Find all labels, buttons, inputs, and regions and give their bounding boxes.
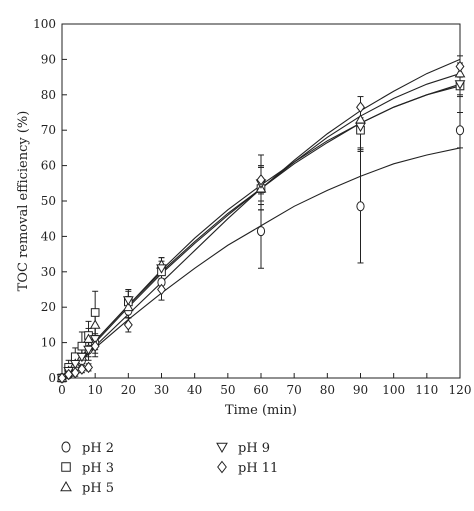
- point-ph-9: [89, 335, 101, 345]
- point-ph-9: [83, 345, 94, 356]
- point-ph-11: [256, 173, 266, 186]
- point-ph-5: [454, 68, 466, 78]
- point-ph-9: [156, 264, 167, 274]
- y-tick-label: 50: [41, 194, 56, 208]
- x-tick-label: 10: [88, 383, 103, 397]
- x-tick-label: 90: [353, 383, 368, 397]
- point-ph-5: [83, 333, 94, 343]
- y-axis-title: TOC removal efficiency (%): [16, 111, 31, 292]
- point-ph-9: [69, 359, 81, 370]
- legend: pH 2 pH 3 pH 5 pH 9 pH 11: [60, 441, 278, 496]
- point-ph-9: [355, 122, 366, 133]
- legend-marker-ph-11: [217, 460, 227, 474]
- y-tick-label: 100: [33, 17, 56, 31]
- point-ph-2: [455, 125, 465, 136]
- y-tick-label: 10: [41, 336, 56, 350]
- legend-marker-ph-9: [216, 442, 228, 454]
- point-ph-11: [84, 361, 93, 374]
- y-axis: 0 10 20 30 40 50 60 70 80 90 100: [33, 17, 67, 385]
- point-ph-5: [355, 114, 366, 124]
- point-ph-11: [70, 366, 80, 379]
- legend-label-ph-9: pH 9: [238, 441, 270, 456]
- y-tick-label: 80: [41, 88, 56, 102]
- y-tick-label: 0: [48, 371, 56, 385]
- x-tick-label: 50: [220, 383, 235, 397]
- x-tick-label: 120: [449, 383, 472, 397]
- y-tick-label: 70: [41, 123, 56, 137]
- point-ph-9: [76, 352, 88, 363]
- legend-marker-ph-5: [60, 480, 72, 492]
- x-axis-title: Time (min): [225, 403, 297, 418]
- legend-label-ph-5: pH 5: [82, 481, 114, 496]
- point-ph-3: [90, 308, 100, 317]
- x-tick-label: 30: [154, 383, 169, 397]
- y-tick-label: 60: [41, 159, 56, 173]
- legend-marker-ph-2: [61, 441, 71, 453]
- legend-label-ph-3: pH 3: [82, 461, 114, 476]
- point-ph-11: [157, 283, 166, 296]
- x-axis: 0 10 20 30 40 50 60 70 80 90 100 110 120: [58, 373, 471, 397]
- error-bars: [65, 55, 463, 379]
- x-tick-label: 110: [415, 383, 438, 397]
- x-tick-label: 70: [287, 383, 302, 397]
- point-ph-11: [123, 319, 133, 331]
- x-tick-label: 20: [121, 383, 136, 397]
- point-ph-9: [454, 80, 466, 90]
- point-ph-11: [90, 340, 100, 352]
- y-tick-label: 90: [41, 52, 56, 66]
- x-tick-label: 100: [382, 383, 405, 397]
- legend-label-ph-2: pH 2: [82, 441, 114, 456]
- point-ph-5: [122, 301, 134, 312]
- point-ph-5: [89, 319, 101, 329]
- data-points: [56, 60, 466, 384]
- point-ph-11: [356, 101, 365, 113]
- x-tick-label: 0: [58, 383, 66, 397]
- x-tick-label: 60: [253, 383, 268, 397]
- legend-marker-ph-3: [61, 462, 71, 472]
- x-tick-label: 40: [187, 383, 202, 397]
- point-ph-9: [122, 296, 134, 306]
- y-tick-label: 40: [41, 229, 56, 243]
- point-ph-2: [356, 201, 365, 212]
- y-tick-label: 30: [41, 265, 56, 279]
- point-ph-11: [455, 60, 465, 73]
- point-ph-11: [57, 372, 67, 384]
- x-tick-label: 80: [320, 383, 335, 397]
- legend-label-ph-11: pH 11: [238, 461, 278, 476]
- point-ph-2: [256, 226, 266, 237]
- y-tick-label: 20: [41, 300, 56, 314]
